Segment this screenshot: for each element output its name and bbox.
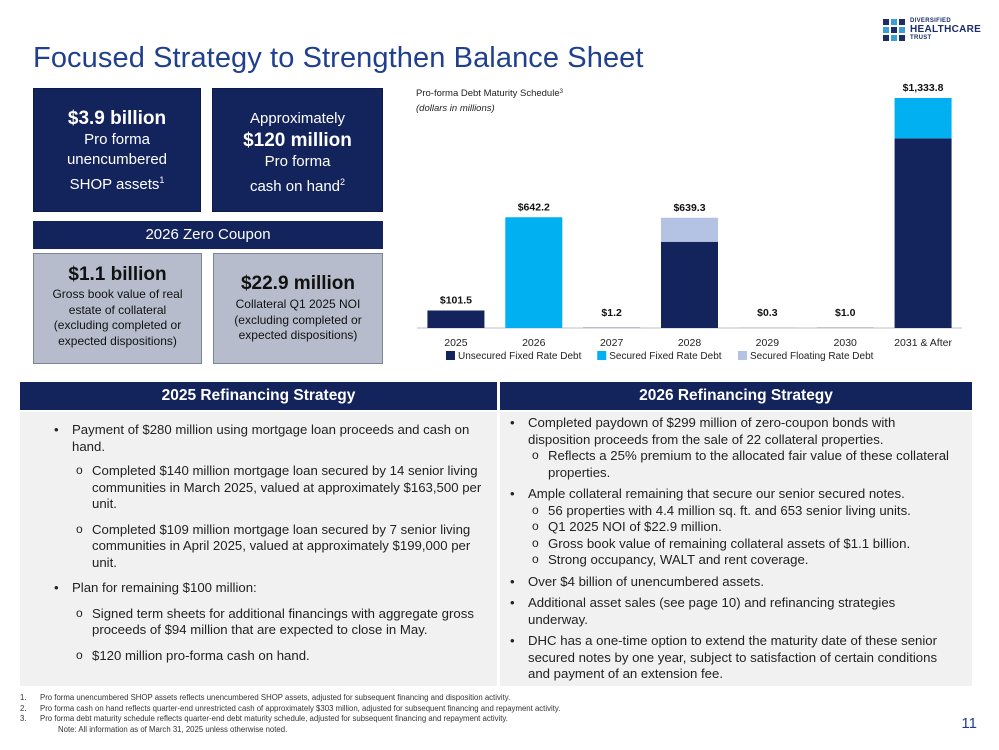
cash-on-hand-box: Approximately $120 million Pro forma cas… — [212, 88, 383, 212]
gross-book-value-box: $1.1 billion Gross book value of real es… — [33, 253, 202, 364]
noi-line-3: expected dispositions) — [238, 328, 358, 342]
footnote-3: 3. Pro forma debt maturity schedule refle… — [20, 714, 508, 723]
x-tick-label: 2029 — [756, 337, 780, 349]
noi-line-1: Collateral Q1 2025 NOI — [235, 297, 361, 311]
zero-coupon-header: 2026 Zero Coupon — [33, 221, 383, 249]
gross-book-line-3: (excluding completed or — [53, 318, 182, 332]
legend-swatch-1 — [446, 351, 455, 360]
refi-2025-sub-4: $120 million pro-forma cash on hand. — [76, 647, 485, 665]
shop-assets-line-1: Pro forma — [84, 131, 150, 148]
refi-2025-sub-3: Signed term sheets for additional financ… — [76, 605, 485, 639]
page-title: Focused Strategy to Strengthen Balance S… — [33, 42, 644, 74]
bar-value-label: $101.5 — [440, 294, 472, 306]
bar-value-label: $1.0 — [835, 307, 856, 319]
refi-2026-bullet-5: DHC has a one-time option to extend the … — [510, 633, 958, 683]
refi-2025-list: Payment of $280 million using mortgage l… — [54, 422, 485, 665]
legend-label-2: Secured Fixed Rate Debt — [609, 351, 722, 362]
x-tick-label: 2028 — [678, 337, 702, 349]
refi-2025-sub-1: Completed $140 million mortgage loan sec… — [76, 462, 485, 513]
bar-value-label: $642.2 — [518, 201, 550, 213]
refi-2026-bullet-3: Over $4 billion of unencumbered assets. — [510, 574, 958, 591]
company-logo: DIVERSIFIED HEALTHCARE TRUST — [883, 18, 983, 48]
footnote-note: Note: All information as of March 31, 20… — [58, 724, 288, 734]
refi-2026-list: Completed paydown of $299 million of zer… — [510, 415, 958, 683]
bar-value-label: $0.3 — [757, 307, 778, 319]
x-tick-label: 2026 — [522, 337, 546, 349]
bar-2025-series-1 — [427, 310, 485, 328]
refi-2026-bullet-1: Completed paydown of $299 million of zer… — [510, 415, 958, 448]
refi-2026-panel: Completed paydown of $299 million of zer… — [500, 412, 972, 686]
debt-maturity-chart: Pro-forma Debt Maturity Schedule3 (dolla… — [416, 82, 962, 362]
x-tick-label: 2025 — [444, 337, 468, 349]
x-tick-label: 2027 — [600, 337, 624, 349]
shop-assets-box: $3.9 billion Pro forma unencumbered SHOP… — [33, 88, 201, 212]
shop-assets-line-2: unencumbered — [66, 151, 168, 168]
bar-2031-after-series-1 — [894, 138, 952, 328]
chart-subtitle: (dollars in millions) — [416, 103, 495, 114]
bar-value-label: $639.3 — [673, 202, 705, 214]
refi-2026-sub-1: Reflects a 25% premium to the allocated … — [532, 447, 958, 481]
refi-2026-header: 2026 Refinancing Strategy — [500, 382, 972, 410]
legend-label-1: Unsecured Fixed Rate Debt — [458, 351, 582, 362]
refi-2026-sub-2: 56 properties with 4.4 million sq. ft. a… — [532, 502, 958, 520]
cash-line-2: Pro forma — [264, 153, 331, 170]
shop-assets-amount: $3.9 billion — [67, 108, 167, 129]
refi-2026-sub-5: Strong occupancy, WALT and rent coverage… — [532, 551, 958, 569]
refi-2026-bullet-4: Additional asset sales (see page 10) and… — [510, 595, 958, 628]
bar-value-label: $1.2 — [601, 307, 622, 319]
footnotes: 1. Pro forma unencumbered SHOP assets ref… — [20, 693, 560, 735]
gross-book-line-2: estate of collateral — [68, 302, 167, 317]
x-tick-label: 2030 — [834, 337, 858, 349]
logo-mark-icon — [883, 19, 905, 41]
refi-2025-bullet-1: Payment of $280 million using mortgage l… — [54, 422, 485, 455]
refi-2026-sub-4: Gross book value of remaining collateral… — [532, 535, 958, 553]
logo-line-1: DIVERSIFIED — [910, 18, 951, 24]
footnote-ref-2: 2 — [340, 177, 346, 187]
cash-line-3: cash on hand — [249, 178, 341, 195]
bar-2031-after-series-2 — [894, 98, 952, 139]
refi-2026-bullet-2: Ample collateral remaining that secure o… — [510, 486, 958, 503]
noi-amount: $22.9 million — [240, 273, 356, 294]
gross-book-line-4: expected dispositions) — [58, 333, 177, 348]
legend-label-3: Secured Floating Rate Debt — [750, 351, 874, 362]
cash-amount: $120 million — [243, 130, 352, 151]
refi-2025-sub-2: Completed $109 million mortgage loan sec… — [76, 521, 485, 572]
refi-2025-header: 2025 Refinancing Strategy — [20, 382, 497, 410]
refi-2025-bullet-2: Plan for remaining $100 million: — [54, 580, 485, 597]
chart-title: Pro-forma Debt Maturity Schedule3 — [416, 88, 564, 99]
page-number: 11 — [961, 715, 977, 732]
bar-2026-series-2 — [505, 217, 563, 328]
cash-line-1: Approximately — [249, 110, 346, 127]
gross-book-line-1: Gross book value of real — [52, 287, 183, 301]
noi-line-2: (excluding completed or — [234, 312, 362, 327]
logo-line-2: HEALTHCARE — [910, 24, 982, 35]
x-tick-label: 2031 & After — [894, 337, 952, 349]
bar-2028-series-3 — [661, 217, 718, 242]
footnote-2: 2. Pro forma cash on hand reflects quarte… — [20, 703, 561, 713]
shop-assets-line-3: SHOP assets — [69, 176, 160, 193]
collateral-noi-box: $22.9 million Collateral Q1 2025 NOI (ex… — [213, 253, 383, 364]
footnote-ref-1: 1 — [159, 175, 165, 185]
legend-swatch-3 — [738, 351, 747, 360]
legend-swatch-2 — [597, 351, 607, 360]
footnote-1: 1. Pro forma unencumbered SHOP assets ref… — [20, 693, 511, 702]
gross-book-amount: $1.1 billion — [68, 264, 167, 285]
bar-value-label: $1,333.8 — [903, 82, 944, 94]
bar-2028-series-1 — [661, 241, 718, 328]
refi-2025-panel: Payment of $280 million using mortgage l… — [20, 412, 497, 686]
refi-2026-sub-3: Q1 2025 NOI of $22.9 million. — [532, 518, 958, 536]
logo-line-3: TRUST — [910, 35, 932, 41]
